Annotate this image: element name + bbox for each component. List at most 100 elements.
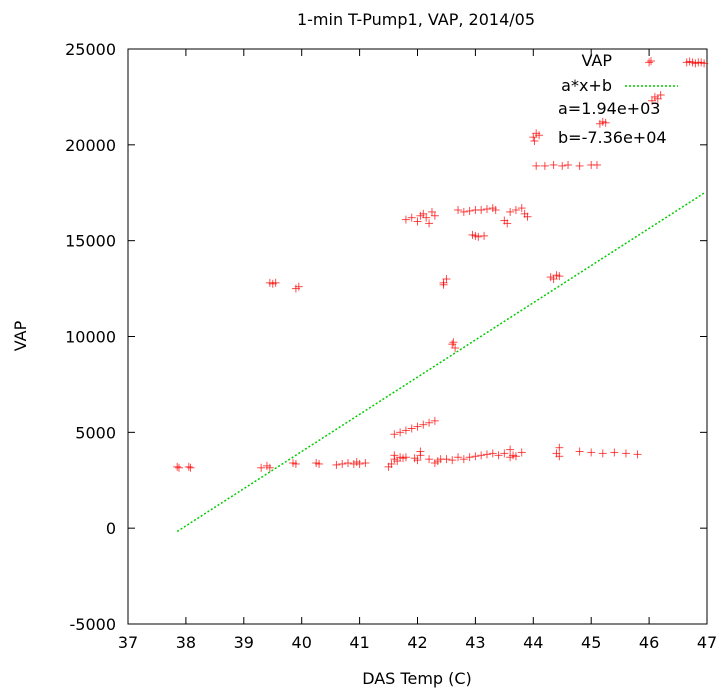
data-point [451, 344, 460, 352]
data-point [454, 206, 463, 214]
legend-point-marker [647, 57, 655, 65]
data-point [474, 232, 483, 241]
legend-label-vap: VAP [581, 51, 612, 70]
data-point [186, 463, 195, 472]
data-point [413, 456, 422, 465]
data-point [407, 424, 416, 433]
data-point [459, 455, 468, 464]
data-point [491, 206, 500, 214]
data-point [413, 217, 422, 226]
x-tick-label: 41 [349, 633, 369, 652]
x-tick-label: 38 [176, 633, 196, 652]
chart-title: 1-min T-Pump1, VAP, 2014/05 [297, 10, 535, 29]
data-point [465, 206, 474, 215]
data-point [361, 459, 370, 467]
data-point [575, 447, 584, 456]
data-point [700, 59, 709, 68]
data-point [601, 118, 610, 127]
data-point [430, 416, 439, 425]
x-tick-label: 39 [234, 633, 254, 652]
data-point [425, 418, 434, 427]
data-point [442, 455, 451, 464]
data-point [416, 451, 425, 460]
legend-marker-vap [647, 57, 655, 65]
data-point [633, 450, 642, 459]
legend-a-value: a=1.94e+03 [558, 99, 660, 118]
x-tick-label: 42 [407, 633, 427, 652]
data-point [315, 459, 324, 468]
data-point [294, 282, 303, 291]
x-tick-label: 44 [523, 633, 543, 652]
data-point [439, 280, 448, 289]
data-point [465, 453, 474, 462]
data-point [532, 161, 541, 170]
data-point [396, 428, 405, 437]
data-point [454, 453, 463, 462]
data-point [482, 205, 491, 214]
data-point [425, 219, 434, 228]
data-point [540, 161, 549, 170]
data-point [355, 459, 364, 468]
data-point [482, 450, 491, 459]
data-point [430, 211, 439, 220]
data-point [598, 449, 607, 458]
data-point [419, 420, 428, 429]
y-tick-label: 15000 [65, 232, 116, 251]
data-point [494, 451, 503, 460]
data-point [480, 231, 489, 240]
data-point [390, 451, 399, 460]
data-point [549, 160, 558, 169]
data-point [459, 207, 468, 216]
data-point [442, 275, 451, 283]
legend: VAP a*x+b a=1.94e+03 b=-7.36e+04 [558, 51, 678, 147]
legend-label-fit: a*x+b [561, 76, 612, 95]
data-point [173, 462, 182, 471]
y-tick-label: -5000 [70, 615, 117, 634]
data-point [592, 160, 601, 169]
x-tick-label: 43 [465, 633, 485, 652]
y-axis: -5000 0 5000 10000 15000 20000 25000 [65, 40, 707, 634]
data-point [558, 161, 567, 170]
y-axis-label: VAP [11, 320, 30, 351]
data-point [511, 206, 520, 214]
data-point [555, 272, 564, 281]
data-point [621, 449, 630, 458]
data-point [564, 160, 573, 169]
data-point [645, 58, 654, 67]
data-point [407, 213, 416, 222]
data-point [555, 443, 564, 452]
data-point [413, 422, 422, 431]
data-point [471, 452, 480, 461]
data-point [448, 456, 457, 465]
data-point [401, 453, 410, 462]
fit-line [176, 192, 705, 533]
data-point [332, 460, 341, 469]
data-point [265, 463, 274, 472]
data-point [503, 219, 512, 228]
data-point [535, 131, 544, 140]
legend-b-value: b=-7.36e+04 [558, 128, 667, 147]
data-point [587, 448, 596, 457]
x-axis-label: DAS Temp (C) [362, 669, 472, 688]
x-tick-label: 45 [581, 633, 601, 652]
y-tick-label: 0 [106, 519, 116, 538]
x-tick-label: 46 [639, 633, 659, 652]
data-point [449, 338, 458, 347]
y-tick-label: 20000 [65, 136, 116, 155]
data-point [387, 459, 396, 468]
data-point [575, 161, 584, 170]
data-point [506, 207, 515, 216]
x-tick-label: 37 [118, 633, 138, 652]
data-point [257, 463, 266, 472]
data-point [425, 455, 434, 464]
y-tick-label: 5000 [75, 423, 116, 442]
data-point [401, 215, 410, 224]
x-axis: 37 38 39 40 41 42 43 44 45 46 47 [118, 49, 717, 652]
data-point [422, 213, 431, 222]
data-point [653, 94, 662, 103]
data-point [338, 459, 347, 468]
data-point [511, 452, 520, 461]
data-points [173, 57, 709, 472]
data-point [477, 451, 486, 460]
